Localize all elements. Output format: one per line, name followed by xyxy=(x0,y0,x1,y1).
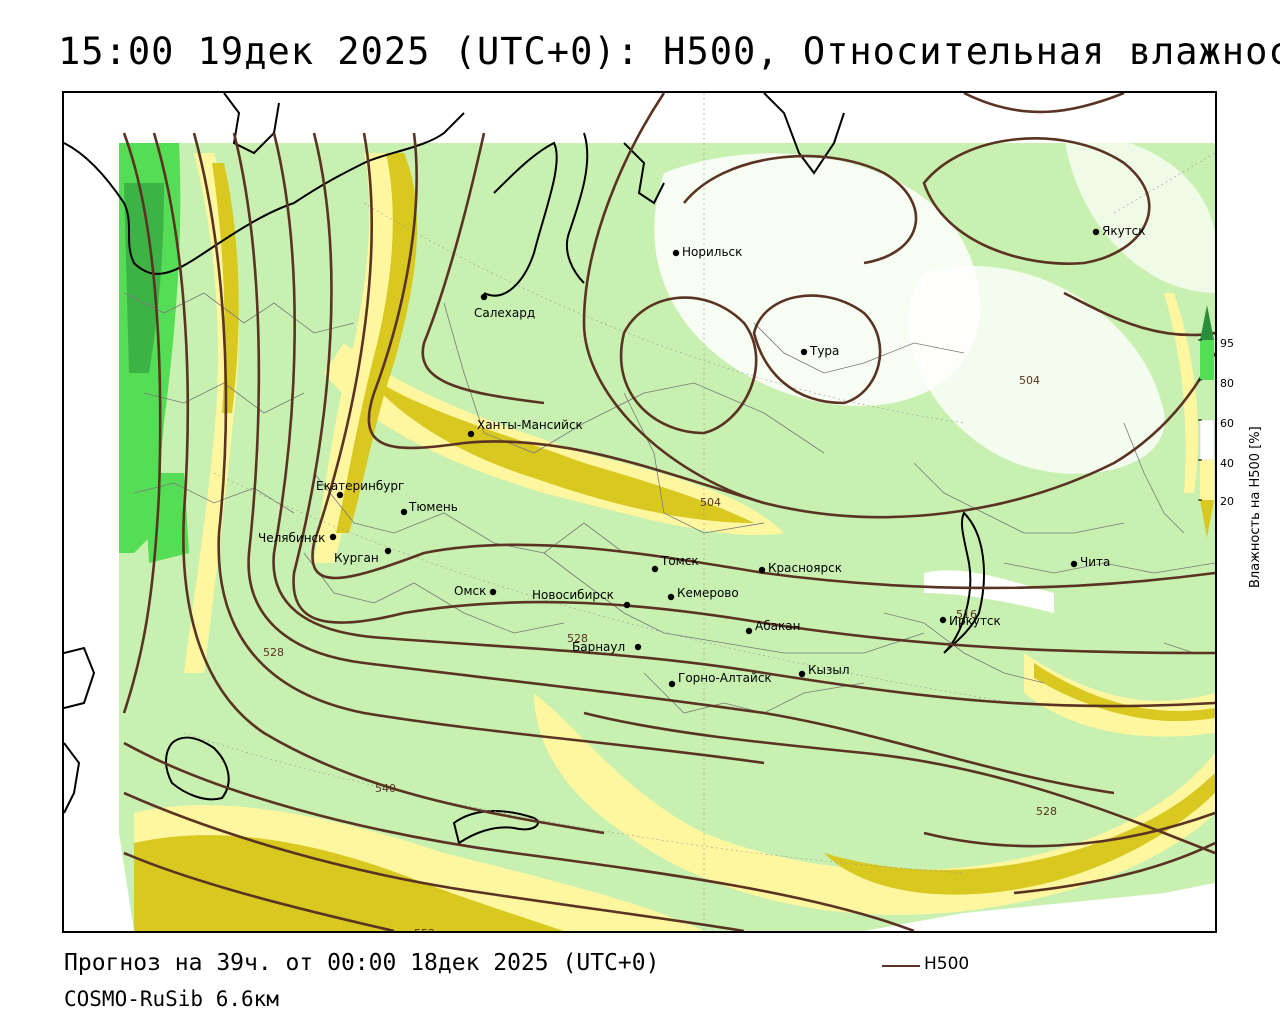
city-label: Томск xyxy=(660,554,699,568)
city-label: Горно-Алтайск xyxy=(678,671,772,685)
city-label: Тура xyxy=(809,344,839,358)
city-dot xyxy=(467,430,475,438)
h500-legend-key: H500 xyxy=(882,954,992,978)
city-label: Чита xyxy=(1080,555,1110,569)
city-dot xyxy=(651,565,659,573)
h500-key-label: H500 xyxy=(924,954,970,974)
city-label: Барнаул xyxy=(572,640,625,654)
legend-tick: 20 xyxy=(1220,495,1234,508)
city-label: Новосибирск xyxy=(532,588,614,602)
isoline-label: 504 xyxy=(1019,374,1040,387)
legend-swatch-40 xyxy=(1199,419,1215,461)
legend-tick: 40 xyxy=(1220,457,1234,470)
legend-swatch-0 xyxy=(1200,500,1214,538)
city-dot xyxy=(336,491,344,499)
city-dot xyxy=(939,616,947,624)
map-panel: 504 504 516 528 528 528 540 552 Норильск… xyxy=(62,91,1217,933)
city-label: Кызыл xyxy=(808,663,850,677)
grid-lines xyxy=(183,93,1215,931)
legend-tick: 95 xyxy=(1220,337,1234,350)
city-dot xyxy=(672,249,680,257)
isoline-label: 516 xyxy=(956,608,977,621)
city-markers: Норильск Якутск Салехард Тура Ханты-Манс… xyxy=(258,224,1146,688)
city-dot xyxy=(758,566,766,574)
city-dot xyxy=(668,680,676,688)
isoline-label: 528 xyxy=(263,646,284,659)
isoline-label: 540 xyxy=(375,782,396,795)
city-label: Омск xyxy=(454,584,486,598)
isoline-label: 528 xyxy=(1036,805,1057,818)
isoline-label: 504 xyxy=(700,496,721,509)
city-dot xyxy=(1092,228,1100,236)
forecast-info: Прогноз на 39ч. от 00:00 18дек 2025 (UTC… xyxy=(64,950,660,976)
city-dot xyxy=(400,508,408,516)
humidity-legend: 95 80 60 40 20 Влажность на H500 [%] xyxy=(1198,300,1278,600)
city-label: Кемерово xyxy=(677,586,739,600)
legend-swatch-20 xyxy=(1200,460,1214,500)
legend-swatch-60 xyxy=(1200,380,1214,420)
city-dot xyxy=(1070,560,1078,568)
city-label: Тюмень xyxy=(408,500,458,514)
isoline-label: 552 xyxy=(414,927,435,931)
city-dot xyxy=(667,593,675,601)
city-label: Екатеринбург xyxy=(316,479,404,493)
city-dot xyxy=(623,601,631,609)
city-label: Салехард xyxy=(474,306,535,320)
city-dot xyxy=(798,670,806,678)
city-dot xyxy=(489,588,497,596)
isoline-label: 528 xyxy=(567,632,588,645)
city-label: Красноярск xyxy=(768,561,842,575)
city-label: Абакан xyxy=(755,619,800,633)
coastlines xyxy=(64,93,985,845)
legend-title: Влажность на H500 [%] xyxy=(1248,426,1263,588)
city-label: Курган xyxy=(334,551,379,565)
region-borders xyxy=(123,292,1215,714)
h500-line-sample xyxy=(882,965,920,967)
city-label: Норильск xyxy=(682,245,742,259)
legend-tick: 60 xyxy=(1220,417,1234,430)
isoline-labels: 504 504 516 528 528 528 540 552 xyxy=(263,374,1057,931)
model-name: COSMO-RuSib 6.6км xyxy=(64,987,279,1011)
legend-colorbar: 95 80 60 40 20 Влажность на H500 [%] xyxy=(1198,305,1263,588)
city-label: Ханты-Мансийск xyxy=(477,418,583,432)
city-label: Челябинск xyxy=(258,531,325,545)
map-title: 15:00 19дек 2025 (UTC+0): H500, Относите… xyxy=(58,30,1280,73)
city-dot xyxy=(745,627,753,635)
city-dot xyxy=(800,348,808,356)
legend-swatch-80 xyxy=(1200,340,1214,380)
legend-swatch-95 xyxy=(1200,305,1214,340)
h500-isolines xyxy=(122,93,1215,931)
legend-tick: 80 xyxy=(1220,377,1234,390)
city-dot xyxy=(480,293,488,301)
city-label: Иркутск xyxy=(949,614,1001,628)
city-dot xyxy=(634,643,642,651)
city-label: Якутск xyxy=(1102,224,1146,238)
forecast-map: 504 504 516 528 528 528 540 552 Норильск… xyxy=(64,93,1215,931)
city-dot xyxy=(384,547,392,555)
city-dot xyxy=(329,533,337,541)
